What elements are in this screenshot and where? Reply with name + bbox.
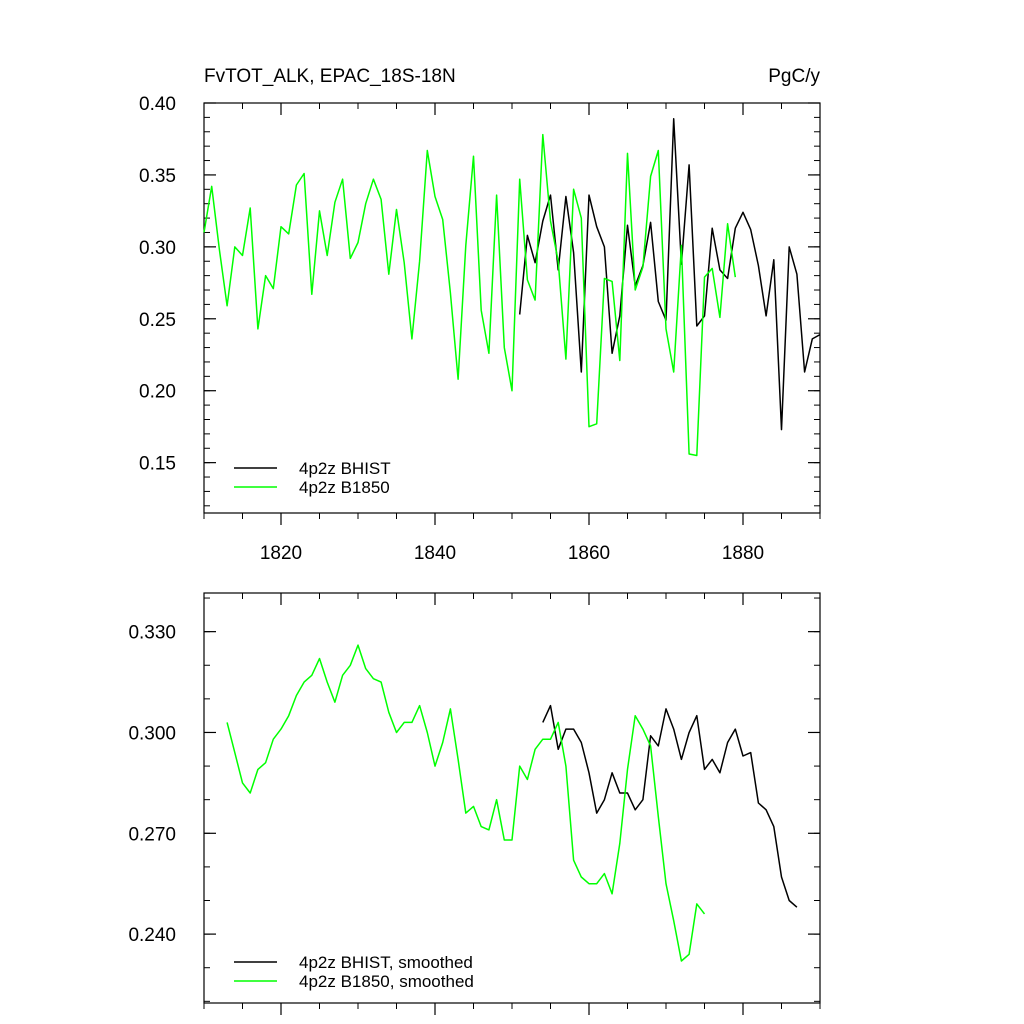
y-tick-label: 0.330 [128, 623, 176, 644]
x-tick-label: 1840 [414, 543, 456, 564]
y-tick-label: 0.35 [139, 166, 176, 187]
legend-label: 4p2z BHIST, smoothed [299, 953, 473, 972]
series-line-bhist [542, 704, 798, 908]
y-tick-label: 0.40 [139, 94, 176, 115]
legend-label: 4p2z B1850, smoothed [299, 972, 474, 991]
x-tick-label: 1860 [568, 543, 610, 564]
legend-label: 4p2z BHIST [299, 459, 391, 478]
y-tick-label: 0.240 [128, 925, 176, 946]
y-tick-label: 0.270 [128, 824, 176, 845]
y-tick-label: 0.25 [139, 310, 176, 331]
x-axis: 1820 1840 1860 1880 [203, 103, 821, 564]
x-axis [203, 593, 821, 1015]
plot-lines [203, 118, 821, 457]
chart-title: FvTOT_ALK, EPAC_18S-18N [204, 66, 456, 87]
panel-bottom: 0.240 0.270 0.300 0.330 4p2z BHIST, smoothe… [128, 592, 821, 1015]
y-tick-label: 0.30 [139, 238, 176, 259]
plot-frame [203, 102, 821, 514]
series-line-b1850 [203, 133, 737, 457]
y-axis: 0.15 0.20 0.25 0.30 0.35 0.40 [139, 94, 820, 507]
plot-lines [226, 644, 798, 962]
y-axis: 0.240 0.270 0.300 0.330 [128, 597, 820, 1002]
x-tick-label: 1820 [260, 543, 302, 564]
y-tick-label: 0.20 [139, 382, 176, 403]
y-tick-label: 0.15 [139, 454, 176, 475]
units-label: PgC/y [768, 66, 820, 87]
series-line-b1850 [226, 644, 706, 962]
plot-frame [203, 592, 821, 1004]
legend-label: 4p2z B1850 [299, 478, 390, 497]
y-tick-label: 0.300 [128, 723, 176, 744]
x-tick-label: 1880 [722, 543, 764, 564]
panel-top: FvTOT_ALK, EPAC_18S-18N PgC/y 0.150.200.… [139, 66, 821, 564]
series-line-bhist [518, 118, 821, 431]
